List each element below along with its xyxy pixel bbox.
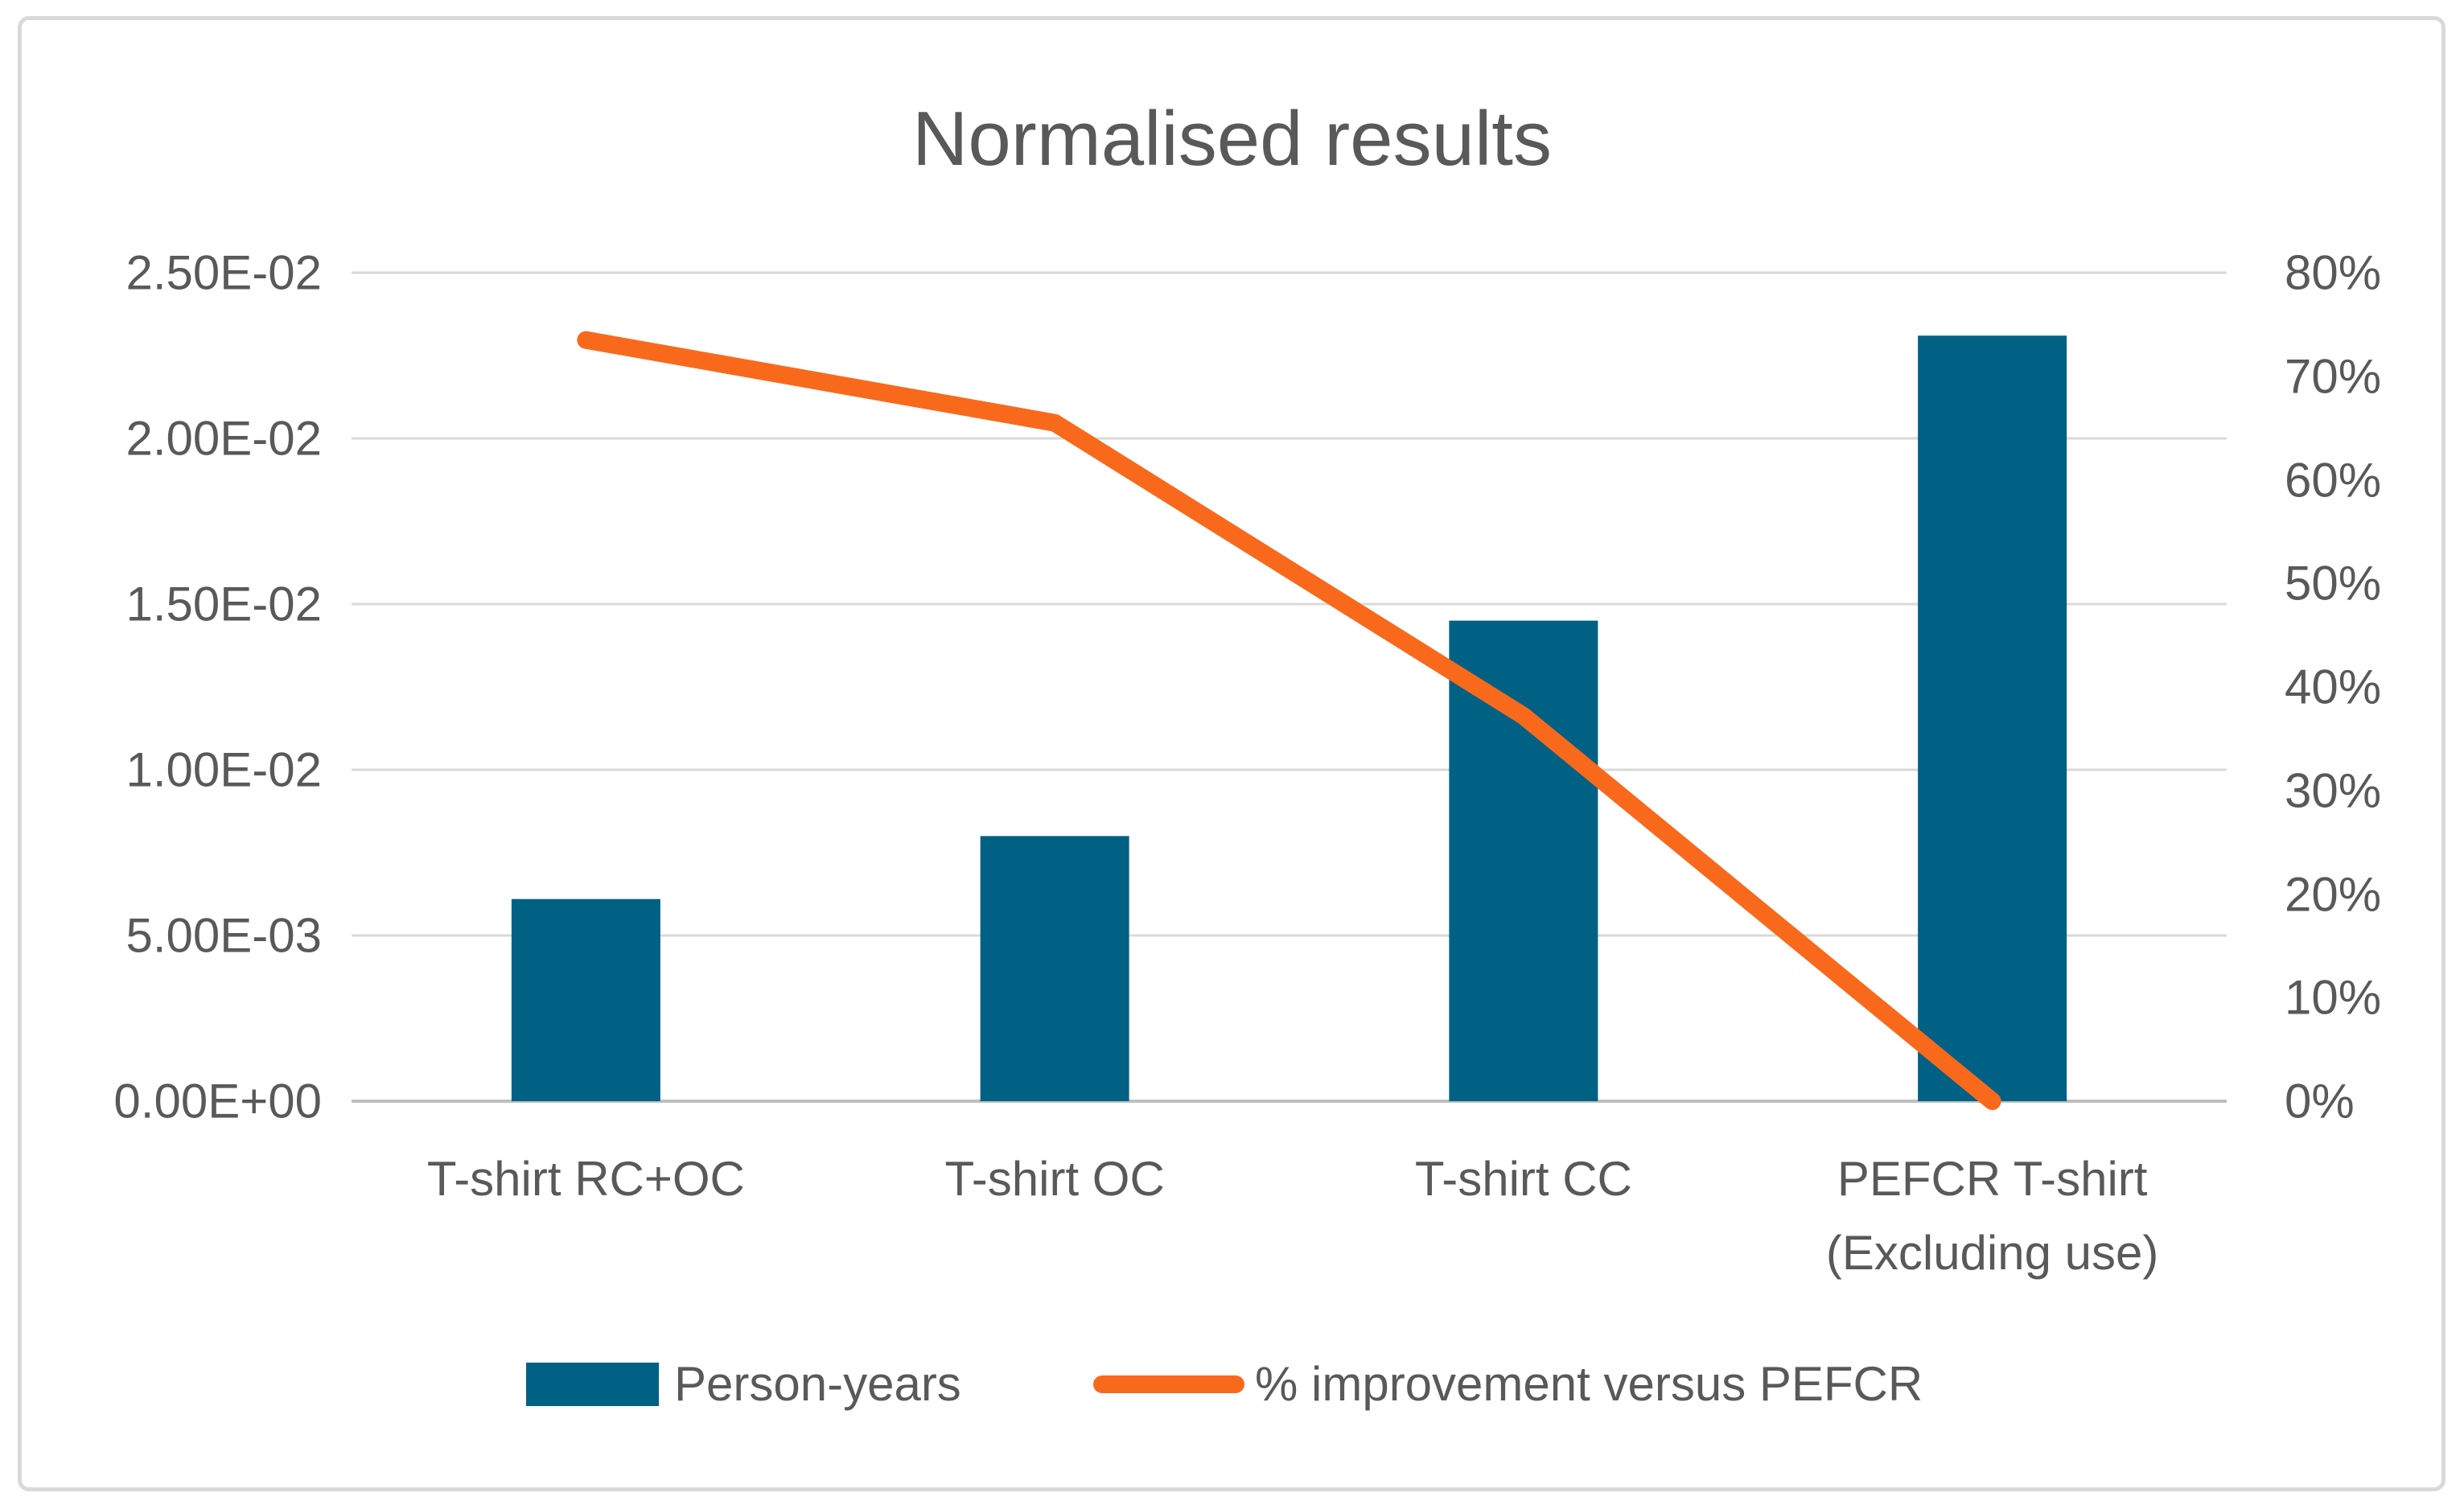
- left-axis-tick-1: 2.00E-02: [125, 411, 322, 466]
- legend-line-swatch: [1093, 1375, 1244, 1393]
- right-axis-tick-0: 80%: [2285, 245, 2382, 300]
- right-axis-tick-5: 30%: [2285, 763, 2382, 818]
- category-label-0: T-shirt RC+OC: [427, 1142, 745, 1216]
- category-label-line: PEFCR T-shirt: [1837, 1152, 2148, 1206]
- chart-title: Normalised results: [912, 96, 1552, 182]
- left-axis-tick-3: 1.00E-02: [125, 742, 322, 797]
- right-axis-tick-8: 0%: [2285, 1074, 2355, 1129]
- category-label-3: PEFCR T-shirt (Excluding use): [1826, 1142, 2159, 1290]
- right-axis-tick-6: 20%: [2285, 867, 2382, 921]
- left-axis-tick-4: 5.00E-03: [125, 908, 322, 963]
- legend-line-label: % improvement versus PEFCR: [1255, 1357, 1923, 1411]
- category-label-1: T-shirt OC: [944, 1142, 1164, 1216]
- left-axis-tick-0: 2.50E-02: [125, 245, 322, 300]
- improvement-line: [577, 331, 2001, 1110]
- bar-1: [980, 836, 1129, 1101]
- bar-3: [1918, 335, 2067, 1101]
- right-axis-tick-1: 70%: [2285, 349, 2382, 404]
- bar-0: [511, 898, 660, 1101]
- right-axis-tick-4: 40%: [2285, 660, 2382, 714]
- right-axis-tick-3: 50%: [2285, 556, 2382, 611]
- category-label-2: T-shirt CC: [1415, 1142, 1632, 1216]
- bar-2: [1449, 620, 1598, 1101]
- left-axis-tick-2: 1.50E-02: [125, 577, 322, 631]
- category-label-line: (Excluding use): [1825, 1226, 2159, 1280]
- category-label-line: T-shirt CC: [1414, 1152, 1632, 1206]
- category-label-line: T-shirt OC: [944, 1152, 1165, 1206]
- left-axis-tick-5: 0.00E+00: [113, 1074, 322, 1129]
- right-axis-tick-2: 60%: [2285, 453, 2382, 507]
- legend-bar-swatch: [526, 1363, 659, 1406]
- category-label-line: T-shirt RC+OC: [426, 1152, 745, 1206]
- right-axis-tick-7: 10%: [2285, 970, 2382, 1025]
- legend-bar-label: Person-years: [674, 1357, 961, 1411]
